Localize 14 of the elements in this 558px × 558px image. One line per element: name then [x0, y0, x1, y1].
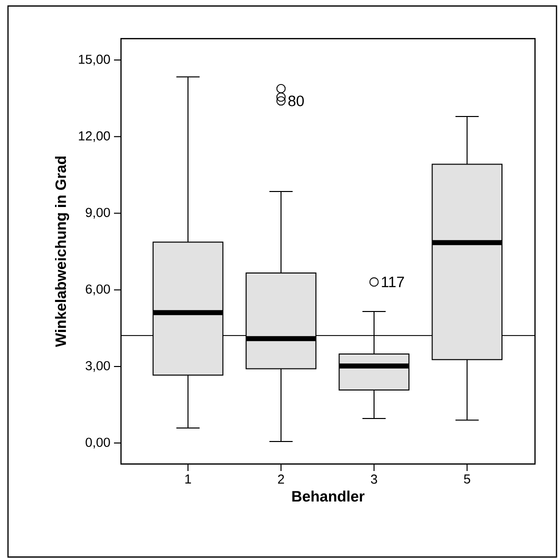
y-tick-label: 3,00	[86, 361, 110, 372]
x-tick-label: 2	[278, 474, 284, 484]
y-axis-title: Winkelabweichung in Grad	[55, 156, 70, 348]
annotation: 117	[382, 276, 404, 288]
x-tick-label: 1	[185, 474, 191, 484]
annotation: 80	[288, 96, 304, 106]
y-tick-label: 12,00	[78, 131, 110, 142]
x-axis-title: Behandler	[292, 490, 364, 502]
y-tick-label: 9,00	[86, 208, 110, 219]
x-tick-label: 3	[370, 474, 378, 484]
x-tick-label: 5	[464, 474, 470, 484]
y-tick-label: 15,00	[78, 54, 110, 66]
y-tick-label: 6,00	[86, 284, 110, 296]
y-tick-label: 0,00	[86, 438, 110, 448]
